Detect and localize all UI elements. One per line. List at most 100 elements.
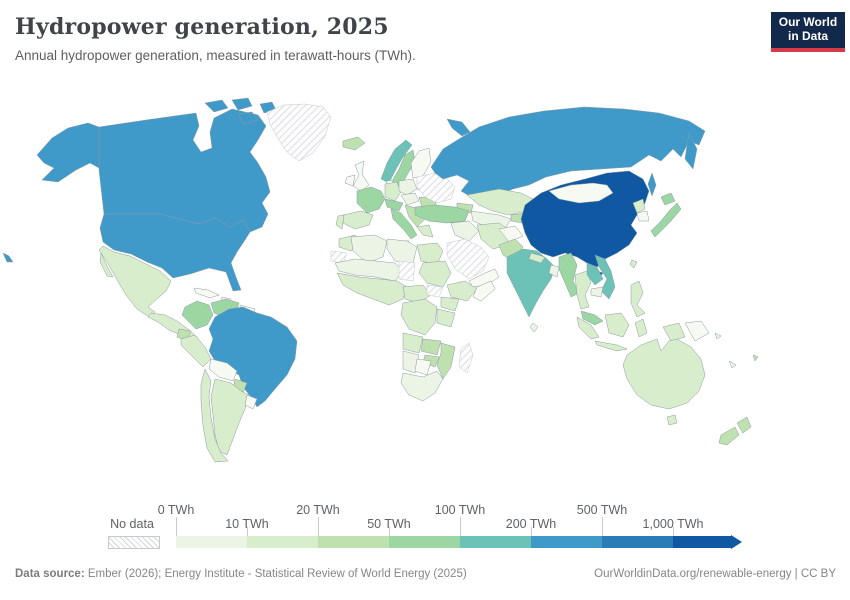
country-ethiopia[interactable] — [446, 280, 478, 302]
footer-link[interactable]: OurWorldinData.org/renewable-energy | CC… — [594, 568, 836, 580]
country-peru[interactable] — [180, 334, 212, 368]
region-uganda-kenya[interactable] — [440, 296, 460, 312]
region-nepal-bhutan[interactable] — [528, 252, 546, 264]
country-cambodia[interactable] — [590, 286, 604, 298]
country-chile[interactable] — [200, 368, 229, 463]
country-china[interactable] — [520, 170, 650, 268]
country-south-sudan[interactable] — [426, 284, 444, 298]
region-japan-honshu[interactable] — [650, 202, 682, 238]
country-norway[interactable] — [380, 139, 413, 184]
country-finland[interactable] — [410, 147, 432, 179]
region-kamchatka[interactable] — [684, 132, 698, 170]
country-turkey[interactable] — [414, 204, 470, 224]
region-novaya-zemlya[interactable] — [446, 118, 471, 137]
country-germany[interactable] — [384, 181, 402, 202]
country-north-korea[interactable] — [632, 198, 646, 214]
country-argentina[interactable] — [210, 378, 250, 456]
country-usa-alaska[interactable] — [36, 122, 100, 183]
region-central-europe[interactable] — [400, 192, 420, 206]
country-canada[interactable] — [98, 97, 277, 233]
country-portugal[interactable] — [335, 214, 345, 230]
country-uruguay[interactable] — [244, 394, 258, 410]
legend-bucket-0-10[interactable] — [176, 536, 247, 548]
region-west-papua[interactable] — [662, 322, 686, 342]
region-syria-iraq[interactable] — [450, 220, 480, 242]
region-borneo[interactable] — [604, 312, 630, 338]
country-australia[interactable] — [622, 338, 706, 410]
country-france[interactable] — [356, 186, 386, 214]
region-sulawesi[interactable] — [634, 318, 648, 338]
country-ireland[interactable] — [344, 174, 356, 187]
country-vietnam[interactable] — [594, 254, 616, 300]
country-dr-congo[interactable] — [400, 298, 438, 336]
country-greenland[interactable] — [266, 103, 332, 162]
region-solomon-islands[interactable] — [714, 332, 722, 340]
region-alps[interactable] — [384, 198, 404, 212]
country-taiwan[interactable] — [629, 259, 638, 269]
region-japan-hokkaido[interactable] — [660, 192, 676, 206]
country-libya[interactable] — [386, 238, 418, 264]
legend-tick-1 — [247, 527, 248, 536]
legend-bucket-500-1000[interactable] — [602, 536, 673, 548]
country-malaysia[interactable] — [580, 310, 604, 326]
country-sudan[interactable] — [418, 260, 452, 288]
country-russia[interactable] — [430, 106, 706, 206]
country-philippines[interactable] — [630, 280, 646, 318]
region-new-caledonia[interactable] — [728, 360, 737, 369]
country-mozambique[interactable] — [436, 342, 456, 380]
country-somalia[interactable] — [472, 280, 496, 302]
country-algeria[interactable] — [350, 234, 388, 264]
region-java[interactable] — [594, 340, 628, 352]
country-bolivia[interactable] — [208, 358, 238, 382]
legend-bucket-100-200[interactable] — [460, 536, 531, 548]
country-mongolia[interactable] — [548, 182, 614, 204]
country-india[interactable] — [506, 248, 556, 318]
country-united-kingdom[interactable] — [352, 160, 370, 192]
country-brazil[interactable] — [208, 306, 298, 408]
country-cuba[interactable] — [193, 287, 220, 299]
region-tasmania[interactable] — [666, 414, 678, 426]
country-spain[interactable] — [342, 210, 374, 230]
country-zambia[interactable] — [420, 338, 442, 356]
legend-tick-2 — [318, 517, 319, 536]
region-new-zealand-north[interactable] — [736, 416, 752, 434]
country-south-korea[interactable] — [636, 210, 650, 222]
country-saudi-arabia[interactable] — [446, 238, 490, 280]
country-usa-hawaii[interactable] — [2, 252, 14, 263]
country-bangladesh[interactable] — [548, 264, 560, 278]
country-italy[interactable] — [390, 208, 418, 240]
owid-logo[interactable]: Our World in Data — [771, 12, 845, 52]
legend-tick-label-5: 200 TWh — [505, 517, 557, 531]
country-poland[interactable] — [398, 178, 418, 196]
legend-bucket-10-20[interactable] — [247, 536, 318, 548]
country-madagascar[interactable] — [458, 342, 474, 374]
country-angola[interactable] — [402, 332, 424, 354]
region-sakhalin[interactable] — [647, 172, 657, 197]
country-sri-lanka[interactable] — [529, 322, 539, 333]
country-namibia[interactable] — [402, 350, 420, 374]
country-egypt[interactable] — [416, 242, 444, 266]
region-sumatra[interactable] — [576, 316, 600, 340]
country-usa[interactable] — [99, 213, 251, 292]
country-iceland[interactable] — [342, 136, 366, 151]
legend-bucket-200-500[interactable] — [531, 536, 602, 548]
country-papua-new-guinea[interactable] — [684, 320, 710, 342]
legend-bucket-50-100[interactable] — [389, 536, 460, 548]
country-afghanistan[interactable] — [498, 225, 524, 243]
country-laos[interactable] — [586, 262, 604, 286]
region-caucasus[interactable] — [456, 202, 474, 214]
country-mexico[interactable] — [98, 245, 172, 318]
legend-arrow — [731, 535, 742, 549]
region-west-africa[interactable] — [336, 272, 408, 306]
country-botswana[interactable] — [414, 358, 432, 376]
legend-bucket-20-50[interactable] — [318, 536, 389, 548]
country-greece[interactable] — [416, 224, 434, 238]
legend-no-data-swatch[interactable] — [108, 536, 160, 549]
country-tanzania[interactable] — [436, 308, 456, 328]
country-south-africa[interactable] — [400, 370, 444, 402]
country-colombia[interactable] — [181, 300, 214, 330]
region-fiji[interactable] — [752, 354, 759, 362]
country-chad[interactable] — [398, 260, 416, 282]
region-new-zealand-south[interactable] — [718, 426, 740, 446]
legend-bucket-1000plus[interactable] — [673, 536, 731, 548]
